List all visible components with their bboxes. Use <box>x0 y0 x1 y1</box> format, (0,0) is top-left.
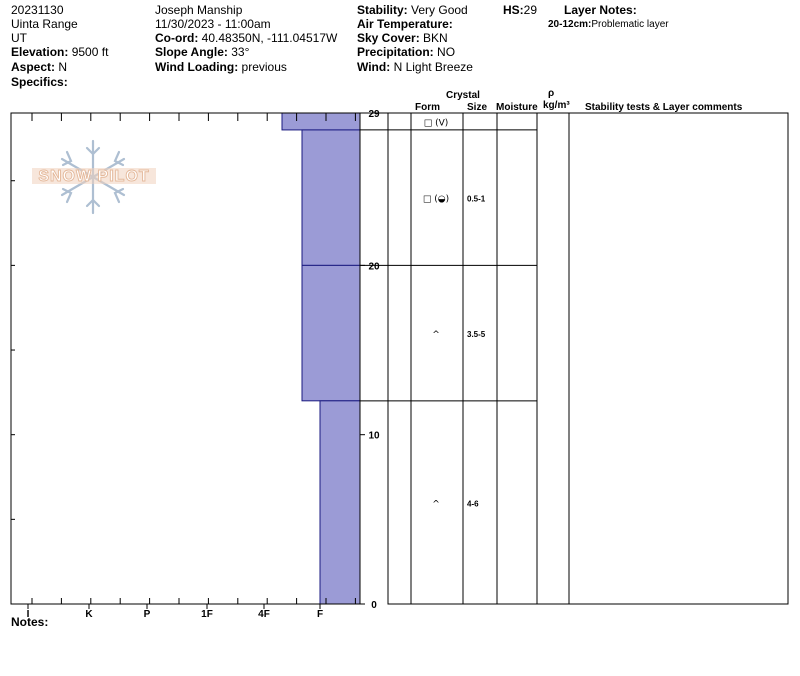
stability-label: Stability: <box>357 3 408 17</box>
aspect-label: Aspect: <box>11 60 56 74</box>
crystal-form-1: □ (◒) <box>423 195 449 205</box>
obs-datetime: 11/30/2023 - 11:00am <box>155 17 271 31</box>
precip-label: Precipitation: <box>357 45 434 59</box>
layer-note-text: Problematic layer <box>591 19 669 30</box>
coord-label: Co-ord: <box>155 31 199 45</box>
crystal-size-1: 0.5-1 <box>467 195 486 204</box>
crystal-table-frame <box>387 112 789 605</box>
hardness-label-I: I <box>27 609 30 620</box>
hardness-label-F: F <box>317 609 323 620</box>
obs-date: 20231130 <box>11 3 64 17</box>
hardness-label-4F: 4F <box>258 609 270 620</box>
sky-value: BKN <box>423 31 448 45</box>
col-rho: ρ <box>548 88 555 99</box>
wind-loading-value: previous <box>241 60 287 74</box>
wind-loading: Wind Loading: previous <box>155 60 287 74</box>
mountain-range: Uinta Range <box>11 17 78 31</box>
snow-height: HS:29 <box>503 3 537 17</box>
col-crystal: Crystal <box>446 90 480 101</box>
crystal-form-2: ^ <box>432 330 440 340</box>
crystal-form-3: ^ <box>432 499 440 509</box>
wind-label: Wind: <box>357 60 391 74</box>
wind-value: N Light Breeze <box>393 60 473 74</box>
layer-bar-3 <box>319 400 361 605</box>
elevation-value: 9500 ft <box>71 45 109 59</box>
layer-notes-label: Layer Notes: <box>564 3 637 17</box>
chart-frame <box>10 112 361 605</box>
snowflake-icon: SNOW PILOT <box>32 139 156 215</box>
snowpilot-logo: SNOW PILOT <box>30 138 158 216</box>
stability-value: Very Good <box>411 3 468 17</box>
hs-label: HS: <box>503 3 524 17</box>
logo-text: SNOW PILOT <box>38 168 149 185</box>
wind: Wind: N Light Breeze <box>357 60 473 74</box>
layer-bar-2 <box>301 264 361 402</box>
air-temp-label: Air Temperature: <box>357 17 453 31</box>
height-label-29: 29 <box>368 109 380 120</box>
sky-cover: Sky Cover: BKN <box>357 31 448 45</box>
coord-value: 40.48350N, -111.04517W <box>201 31 338 45</box>
col-form: Form <box>415 102 440 113</box>
col-moisture: Moisture <box>496 102 538 113</box>
col-stability-comments: Stability tests & Layer comments <box>585 102 743 113</box>
layer-note: 20-12cm:Problematic layer <box>548 18 669 32</box>
elevation: Elevation: 9500 ft <box>11 45 108 59</box>
observer-name: Joseph Manship <box>155 3 243 17</box>
elevation-label: Elevation: <box>11 45 69 59</box>
notes-label: Notes: <box>11 615 49 629</box>
state: UT <box>11 31 27 45</box>
coordinates: Co-ord: 40.48350N, -111.04517W <box>155 31 337 45</box>
air-temperature: Air Temperature: <box>357 17 453 31</box>
col-density: kg/m³ <box>543 100 570 111</box>
wind-loading-label: Wind Loading: <box>155 60 239 74</box>
crystal-form-0: □ (V) <box>424 118 449 128</box>
slope-value: 33° <box>231 45 250 59</box>
col-size: Size <box>467 102 488 113</box>
crystal-size-3: 4-6 <box>467 499 479 508</box>
hardness-label-1F: 1F <box>201 609 213 620</box>
hardness-label-K: K <box>85 609 93 620</box>
aspect: Aspect: N <box>11 60 67 74</box>
height-label-0: 0 <box>371 600 377 611</box>
crystal-size-2: 3.5-5 <box>467 330 486 339</box>
precip-value: NO <box>437 45 456 59</box>
layer-bar-1 <box>301 129 361 266</box>
layer-note-range: 20-12cm: <box>548 19 592 30</box>
sky-label: Sky Cover: <box>357 31 420 45</box>
slope-angle: Slope Angle: 33° <box>155 45 249 59</box>
specifics-label: Specifics: <box>11 75 68 89</box>
height-label-20: 20 <box>368 261 380 272</box>
height-label-10: 10 <box>368 431 380 442</box>
aspect-value: N <box>58 60 68 74</box>
hs-value: 29 <box>523 3 538 17</box>
precipitation: Precipitation: NO <box>357 45 455 59</box>
slope-label: Slope Angle: <box>155 45 228 59</box>
stability: Stability: Very Good <box>357 3 468 17</box>
layer-bar-0 <box>281 112 361 131</box>
hardness-label-P: P <box>144 609 151 620</box>
